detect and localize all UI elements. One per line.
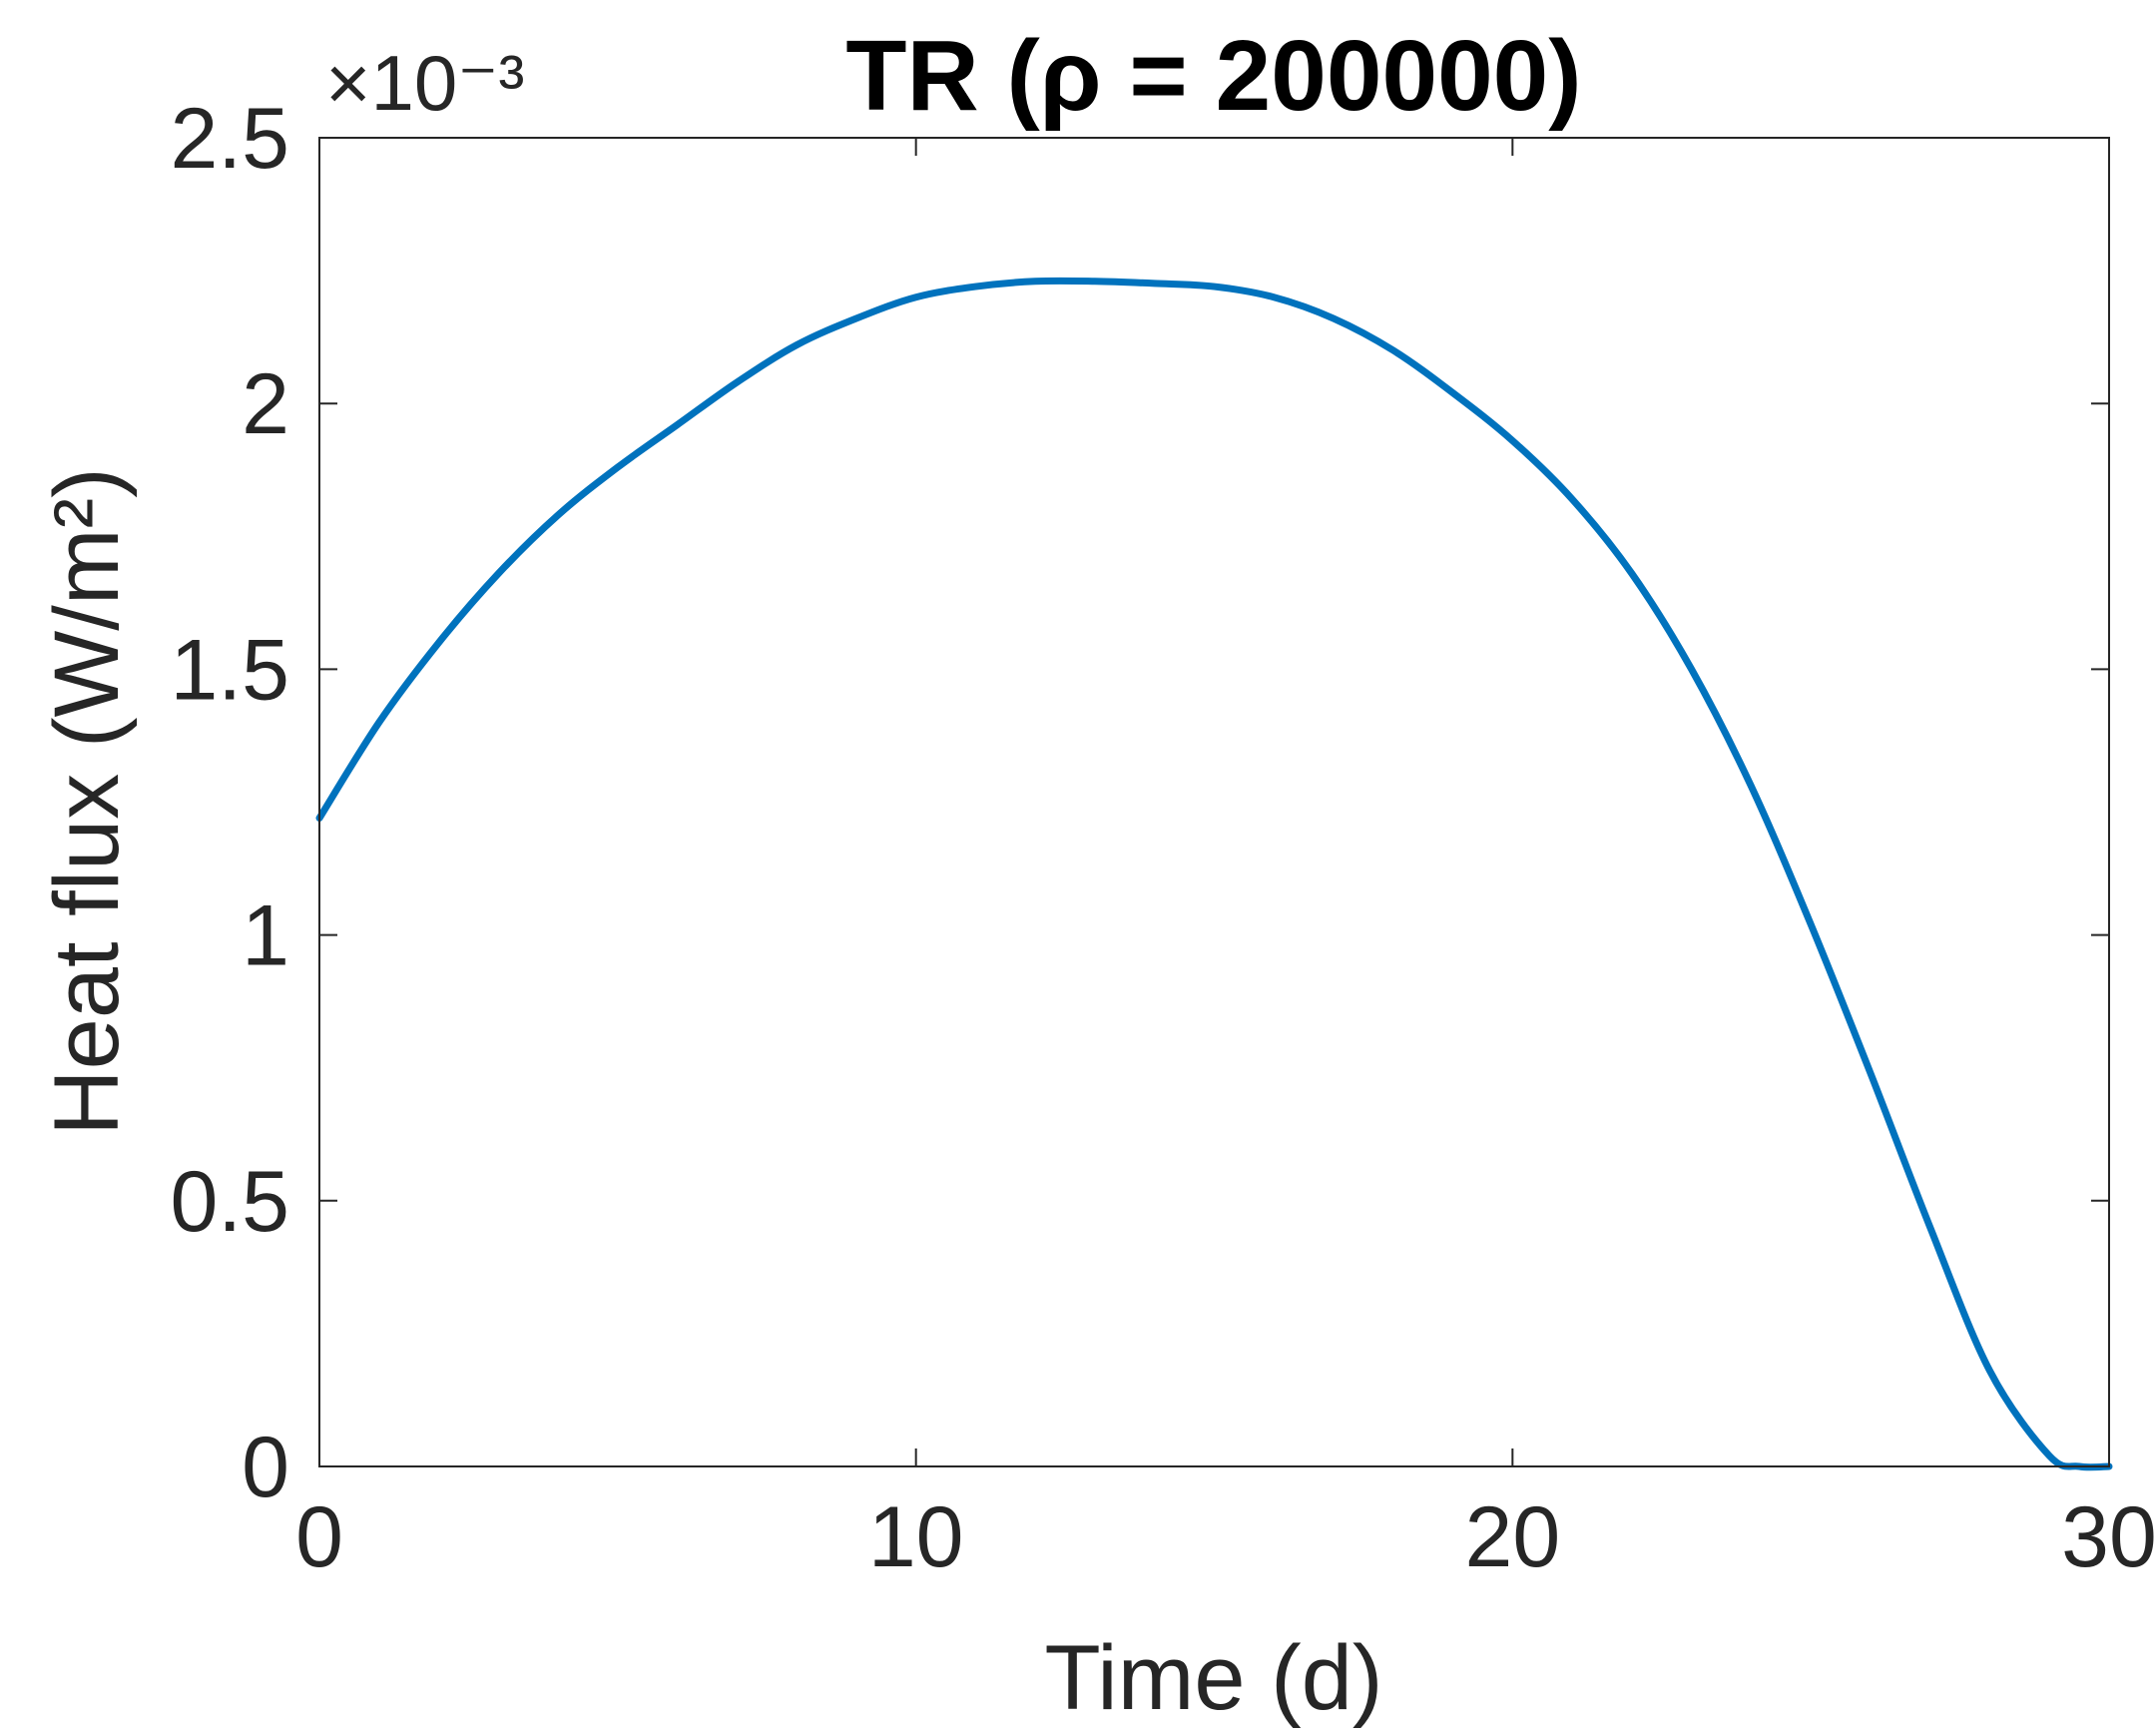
x-tick-label: 0 — [295, 1489, 343, 1585]
y-exponent-label: ×10⁻³ — [325, 39, 524, 127]
y-tick-label: 0 — [242, 1420, 289, 1515]
x-axis-label: Time (d) — [1044, 1627, 1382, 1729]
y-axis-label: Heat flux (W/m²) — [36, 467, 138, 1136]
y-tick-label: 2 — [242, 356, 289, 452]
heat-flux-line — [315, 277, 2113, 1471]
x-tick-label: 20 — [1464, 1489, 1560, 1585]
chart-title: TR (ρ = 200000) — [845, 20, 1581, 132]
x-tick-label: 30 — [2061, 1489, 2156, 1585]
y-tick-label: 1.5 — [170, 622, 289, 718]
x-tick-label: 10 — [868, 1489, 964, 1585]
y-tick-label: 0.5 — [170, 1154, 289, 1250]
plot-frame — [318, 137, 2110, 1467]
y-tick-label: 1 — [242, 888, 289, 984]
y-tick-label: 2.5 — [170, 91, 289, 187]
